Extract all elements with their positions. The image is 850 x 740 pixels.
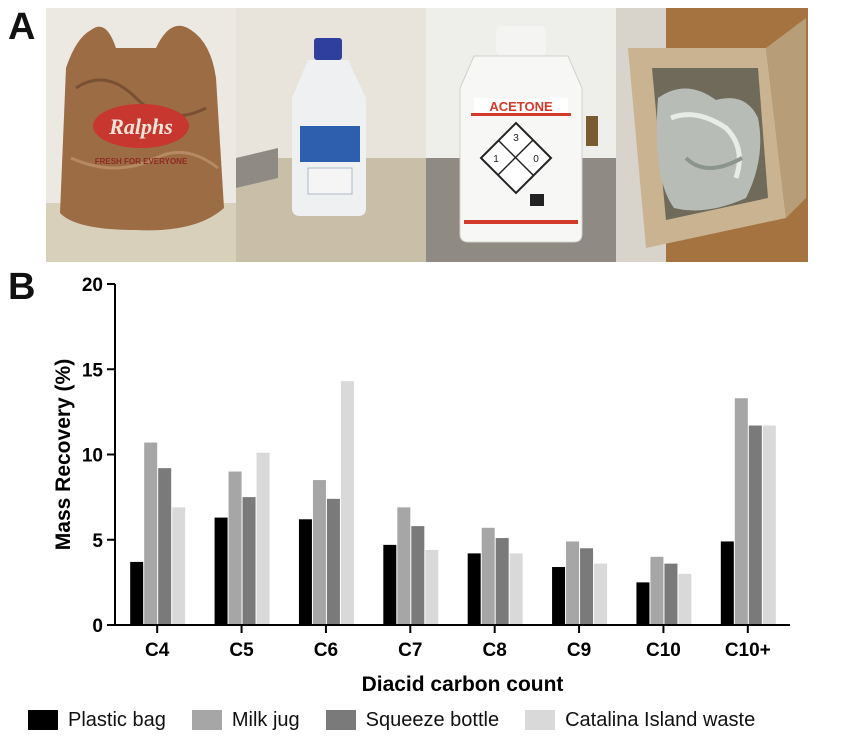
panel-a-label: A [8,6,36,48]
x-tick-label-c10: C10 [646,640,681,661]
mass-recovery-bar-chart: 0 5 10 15 20 C4 C5 C6 C7 C8 C9 C10 C10+ Mass Recove… [52,275,790,696]
bar-plastic-bag-c7 [383,544,397,625]
bar-catalina-island-waste-c4 [172,507,186,625]
acetone-bottle-photo: ACETONE 3 1 0 [426,8,616,262]
bar-plastic-bag-c5 [214,517,228,625]
bar-milk-jug-c6 [312,480,326,625]
acetone-label-text: ACETONE [489,99,553,114]
bar-milk-jug-c4 [144,442,158,625]
bag-tagline-text: FRESH FOR EVERYONE [95,157,188,166]
bar-plastic-bag-c9 [552,567,566,625]
y-tick-label: 5 [92,531,103,552]
legend-swatch-catalina-island-waste [525,710,556,730]
bar-plastic-bag-c8 [467,553,481,625]
legend-label-squeeze-bottle: Squeeze bottle [365,708,500,731]
legend-label-plastic-bag: Plastic bag [68,708,166,731]
legend-swatch-plastic-bag [28,710,58,730]
bar-plastic-bag-c4 [130,561,144,625]
bar-catalina-island-waste-c10 [678,573,692,625]
bar-milk-jug-c9 [566,541,580,625]
legend-item-milk-jug: Milk jug [191,708,300,732]
bar-squeeze-bottle-c10 [664,563,678,625]
bar-milk-jug-c7 [397,507,411,625]
y-tick-label: 20 [82,275,103,296]
legend-swatch-squeeze-bottle [325,710,356,730]
x-tick-label-c5: C5 [229,640,254,661]
hazard-number-right: 0 [533,154,539,165]
catalina-waste-box-photo [616,8,808,262]
bar-catalina-island-waste-c6 [340,381,354,625]
bar-milk-jug-c5 [228,471,242,625]
bar-squeeze-bottle-c8 [495,538,509,625]
bar-squeeze-bottle-c10 [748,425,762,625]
chart-legend: Plastic bag Milk jug Squeeze bottle Cata… [28,706,838,734]
bar-plastic-bag-c10 [636,582,650,625]
bar-catalina-island-waste-c9 [594,563,608,625]
bar-milk-jug-c10 [650,556,664,625]
y-tick-label: 10 [82,446,103,467]
bar-squeeze-bottle-c7 [411,526,425,625]
photo-strip: Ralphs FRESH FOR EVERYONE ACETONE [46,8,808,262]
legend-item-squeeze-bottle: Squeeze bottle [325,708,500,732]
x-tick-label-c9: C9 [567,640,591,661]
bar-plastic-bag-c6 [298,519,312,625]
bar-milk-jug-c8 [481,527,495,625]
bar-squeeze-bottle-c5 [242,497,256,625]
legend-swatch-milk-jug [191,710,222,730]
bar-catalina-island-waste-c10 [762,425,776,625]
x-tick-label-c10: C10+ [725,640,771,661]
chart-bars [130,381,776,625]
y-axis-label: Mass Recovery (%) [52,359,75,550]
y-tick-label: 0 [92,616,103,637]
x-tick-label-c6: C6 [314,640,338,661]
bar-catalina-island-waste-c8 [509,553,523,625]
legend-label-catalina-island-waste: Catalina Island waste [565,708,756,731]
panel-b-label: B [8,266,36,308]
legend-item-catalina-island-waste: Catalina Island waste [525,709,755,732]
y-tick-label: 15 [82,360,104,381]
bar-squeeze-bottle-c6 [326,498,340,625]
x-axis-label: Diacid carbon count [362,673,564,696]
x-tick-label-c8: C8 [483,640,507,661]
legend-label-milk-jug: Milk jug [231,708,300,731]
bag-brand-text: Ralphs [108,114,173,139]
bar-catalina-island-waste-c5 [256,452,270,625]
plastic-bag-photo: Ralphs FRESH FOR EVERYONE [46,8,236,262]
y-axis-ticks: 0 5 10 15 20 [82,275,115,637]
legend-item-plastic-bag: Plastic bag [28,709,166,732]
hazard-number-left: 1 [493,154,499,165]
milk-jug-photo [236,8,426,262]
bar-plastic-bag-c10 [720,541,734,625]
bar-milk-jug-c10 [734,398,748,625]
bar-squeeze-bottle-c9 [580,548,594,625]
x-tick-label-c7: C7 [398,640,422,661]
bar-catalina-island-waste-c7 [425,549,439,625]
hazard-number-top: 3 [513,133,519,144]
x-tick-label-c4: C4 [145,640,170,661]
bar-squeeze-bottle-c4 [158,468,172,625]
x-axis-ticks: C4 C5 C6 C7 C8 C9 C10 C10+ [145,625,771,661]
